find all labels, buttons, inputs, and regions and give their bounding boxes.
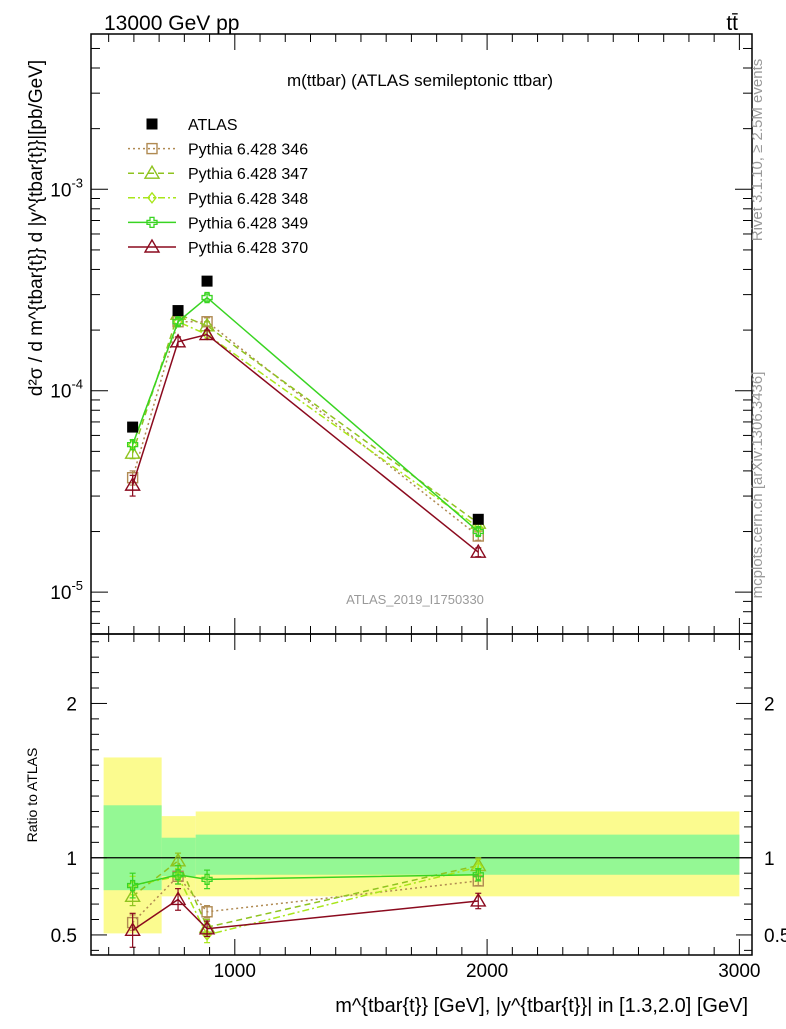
ratio-p346-point [201,906,213,918]
main-y-tick-label: 10-3 [50,175,83,201]
legend-label: Pythia 6.428 349 [188,215,308,232]
ratio-p370-point [198,920,216,935]
ratio-axes: 0.5 0.5 1 1 2 2 1000 2000 3000 [51,633,786,982]
legend-label: ATLAS [188,117,238,134]
legend-entry: Pythia 6.428 348 [128,191,308,208]
legend-marker [146,142,158,155]
legend-label: Pythia 6.428 346 [188,142,308,159]
legend: ATLAS Pythia 6.428 346 Pythia 6.428 347 Pyt… [128,117,308,257]
main-p370-point [124,476,141,491]
legend-marker [146,216,158,229]
legend-marker [143,164,161,179]
x-tick-label: 2000 [466,961,508,982]
main-title: m(ttbar) (ATLAS semileptonic ttbar) [287,71,553,90]
ratio-y-tick-label-right: 1 [764,849,775,870]
ratio-p370-point [124,921,141,937]
main-p370-point [169,333,187,348]
legend-label: Pythia 6.428 370 [188,240,308,257]
ratio-series-layer [124,852,487,948]
legend-marker [143,238,161,253]
main-p370-point [198,326,216,341]
main-data-point [127,421,139,433]
main-p349-point [201,291,213,304]
legend-marker [146,118,158,130]
main-p349-point [472,525,484,538]
ratio-p349-point [201,873,213,886]
main-y-axis-label: d²σ / d m^{tbar{t}} d |y^{tbar{t}}|[pb/G… [26,60,47,396]
ratio-p349-line [132,873,479,887]
legend-label: Pythia 6.428 348 [188,191,308,208]
x-tick-label: 1000 [214,961,256,982]
legend-entry: ATLAS [146,117,238,134]
main-p348-line [131,320,479,528]
ratio-p348-line [132,866,479,936]
legend-label: Pythia 6.428 347 [188,166,308,183]
ratio-frame [90,633,753,956]
ratio-p347-point [124,887,141,903]
main-p349-point [172,316,184,328]
main-y-tick-label: 10-4 [50,377,83,403]
main-p349-line [131,296,479,533]
main-p370-point [470,543,487,558]
ratio-p370-line [132,898,479,931]
rivet-version-label: Rivet 3.1.10, ≥ 2.5M events [749,59,766,242]
legend-entry: Pythia 6.428 370 [128,238,308,257]
ratio-p349-point [172,869,184,881]
ratio-y-tick-label-left: 1 [66,849,77,870]
main-data-point [472,513,484,525]
ratio-p370-point [470,892,487,907]
ratio-uncertainty-bands [91,757,752,934]
main-p349-point [126,438,139,451]
main-p346-line [131,321,479,537]
main-p370-line [131,333,479,553]
x-tick-label: 3000 [718,961,760,982]
ratio-y-tick-label-left: 2 [66,694,77,715]
ratio-p370-point [169,891,187,906]
main-y-tick-label: 10-5 [50,578,83,604]
source-label: mcplots.cern.ch [arXiv:1306.3436] [749,372,766,599]
ratio-p347-line [132,859,479,929]
legend-marker [147,191,157,204]
ratio-y-tick-label-right: 0.5 [764,926,786,947]
analysis-label: ATLAS_2019_I1750330 [346,592,484,607]
ratio-band-inner [195,834,740,875]
main-series-layer [124,275,487,558]
main-data-point [201,275,213,287]
legend-entry: Pythia 6.428 346 [128,142,308,159]
legend-entry: Pythia 6.428 349 [128,215,308,232]
ratio-y-axis-label: Ratio to ATLAS [24,748,40,843]
ratio-y-tick-label-right: 2 [764,694,775,715]
main-data-point [172,305,184,317]
process-label: 13000 GeV pp [104,12,239,35]
ratio-p349-point [126,879,139,892]
x-axis-label: m^{tbar{t}} [GeV], |y^{tbar{t}}| in [1.3… [335,995,748,1017]
ratio-y-tick-label-left: 0.5 [51,926,77,947]
main-p347-point [124,444,141,459]
final-state-label: tt̄ [726,12,738,35]
legend-entry: Pythia 6.428 347 [128,164,308,183]
ratio-p349-point [472,869,484,881]
